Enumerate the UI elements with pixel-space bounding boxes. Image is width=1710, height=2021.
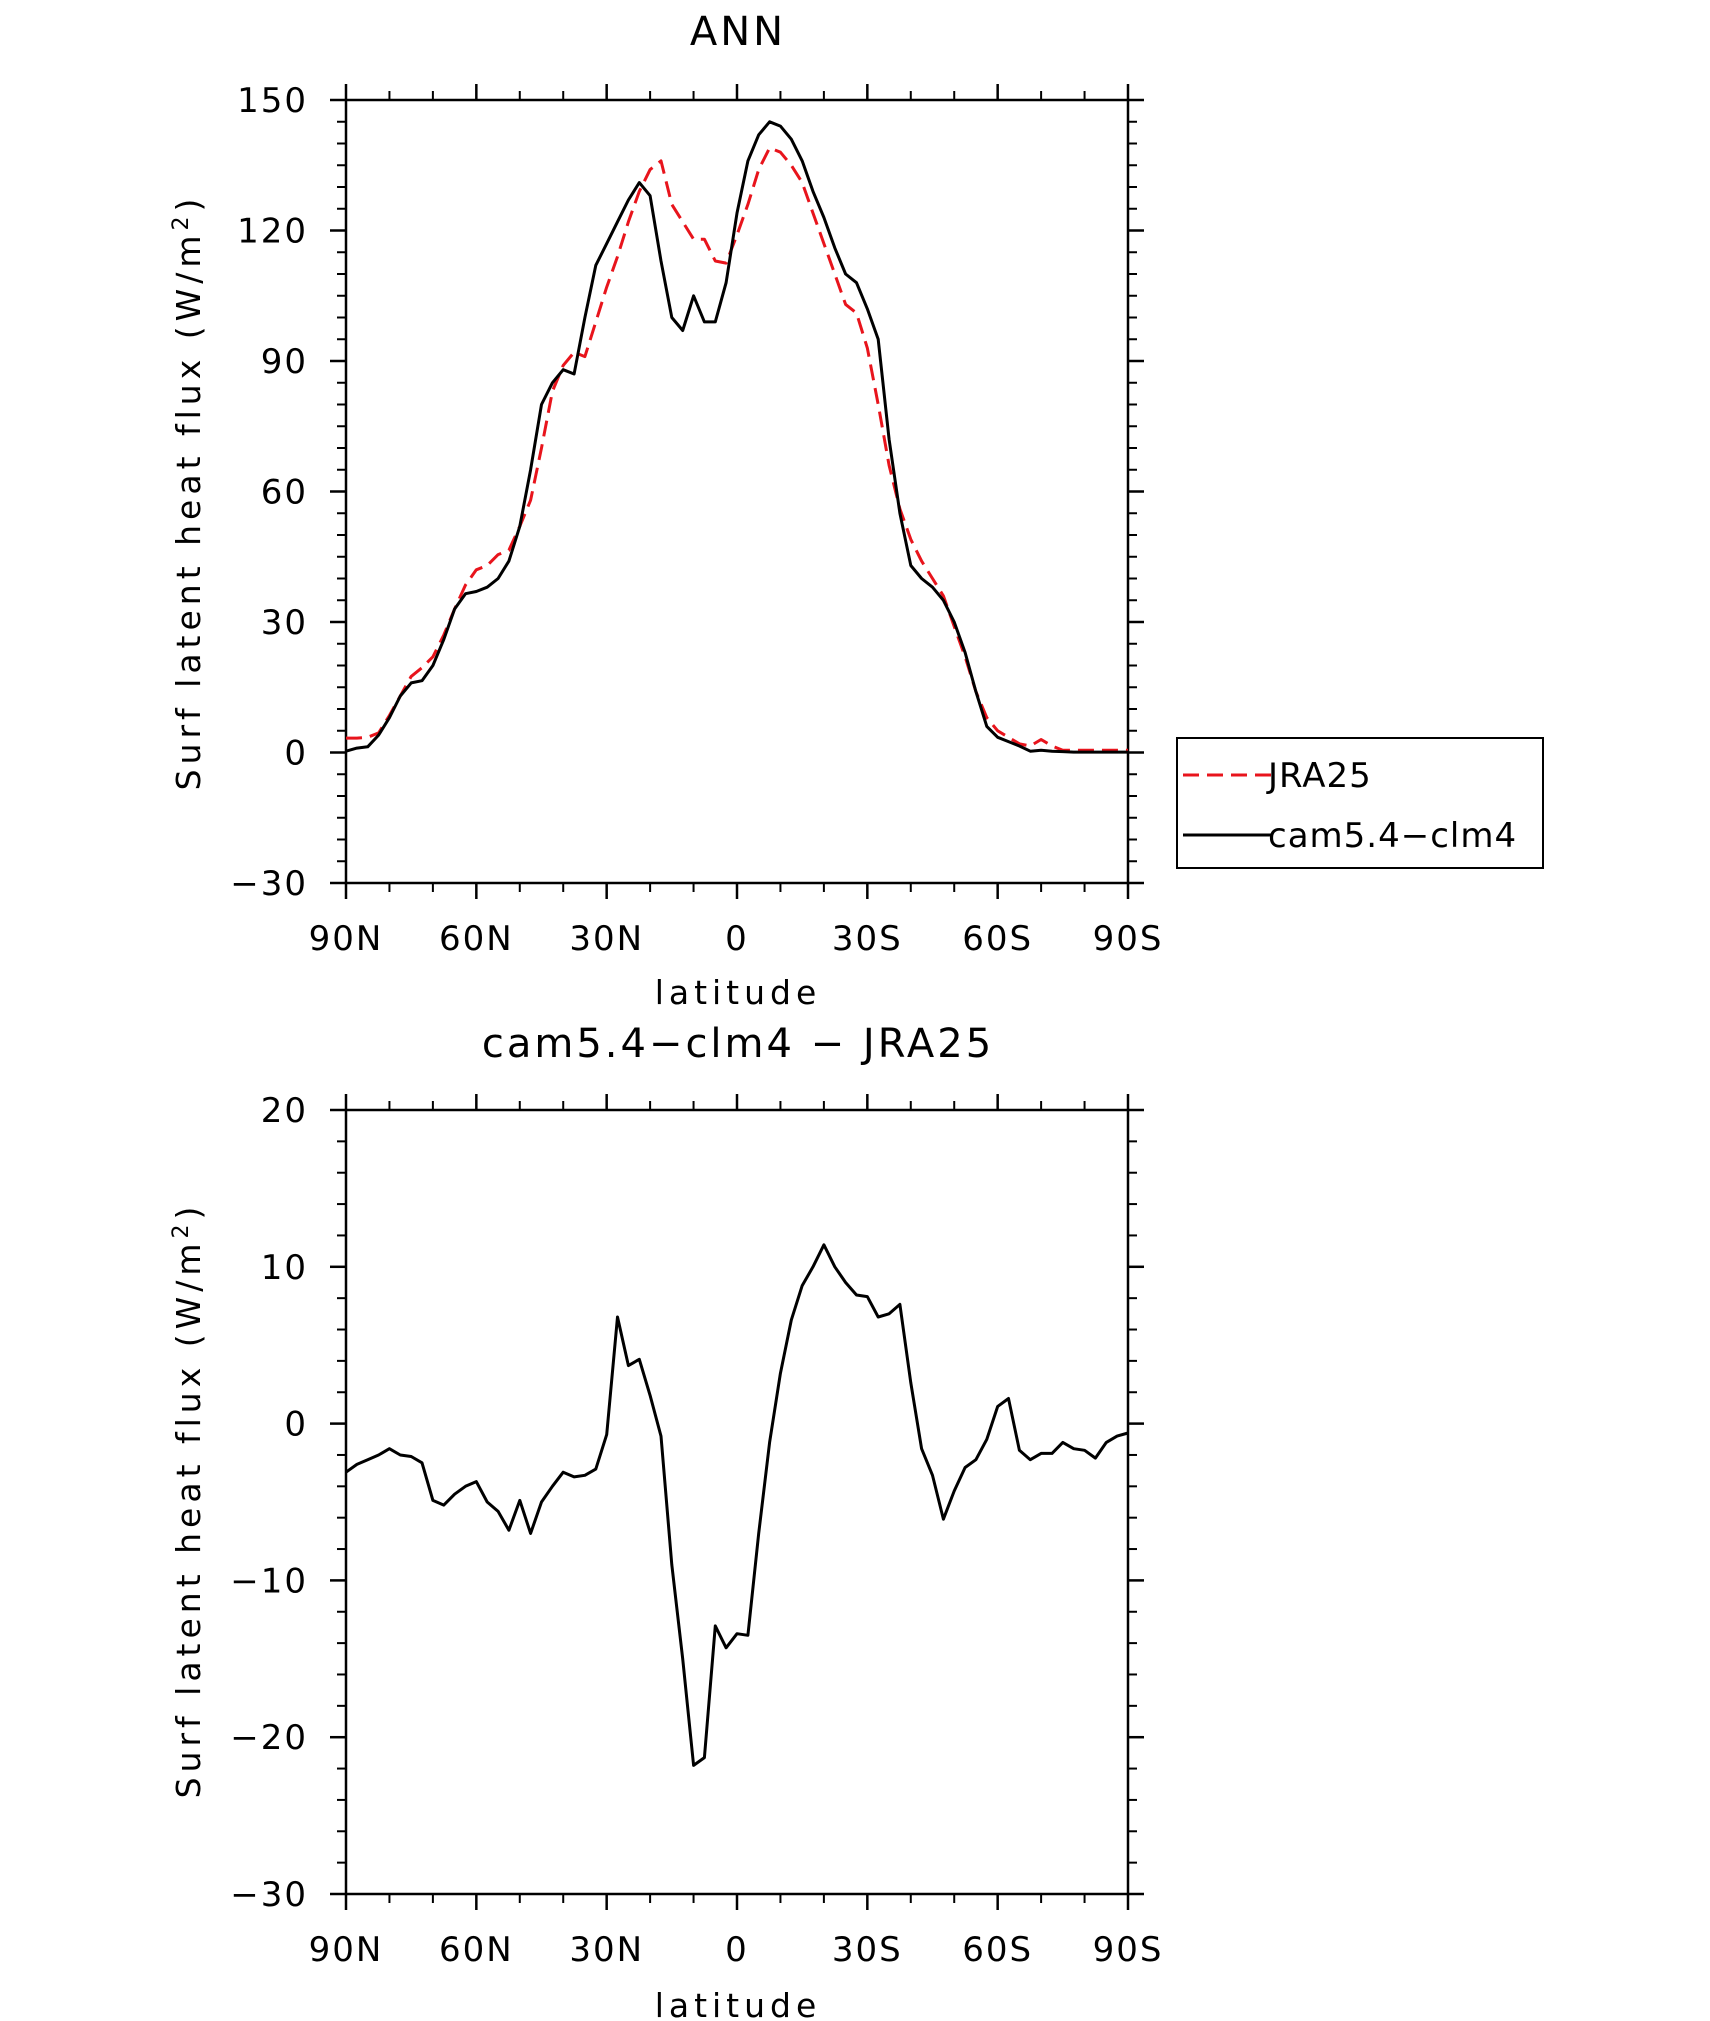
- top-y-axis-title-main: Surf latent heat flux (W/m: [169, 231, 208, 791]
- x-tick-label: 60S: [962, 1930, 1033, 1970]
- y-tick-label: 120: [237, 212, 308, 252]
- top-y-axis-title: Surf latent heat flux (W/m2): [169, 194, 208, 791]
- x-tick-label: 30S: [832, 919, 903, 959]
- top-y-tick-labels: −30 0 30 60 90 120 150: [230, 81, 308, 904]
- legend-label-cam54-clm4: cam5.4−clm4: [1268, 816, 1517, 856]
- bottom-y-axis-title-main: Surf latent heat flux (W/m: [169, 1239, 208, 1799]
- x-tick-label: 90N: [309, 1930, 384, 1970]
- top-x-axis-title: latitude: [655, 973, 822, 1012]
- x-tick-label: 30N: [569, 919, 644, 959]
- top-axis-ticks: [330, 84, 1144, 899]
- bottom-x-tick-labels: 90N 60N 30N 0 30S 60S 90S: [309, 1930, 1164, 1970]
- bottom-panel-title: cam5.4−clm4 − JRA25: [482, 1021, 994, 1067]
- y-tick-label: −20: [230, 1718, 308, 1758]
- legend-label-jra25: JRA25: [1266, 756, 1372, 796]
- y-tick-label: −30: [230, 1875, 308, 1915]
- difference-series-line: [345, 1243, 1129, 1767]
- y-tick-label: 0: [284, 1405, 308, 1445]
- top-x-tick-labels: 90N 60N 30N 0 30S 60S 90S: [309, 919, 1164, 959]
- x-tick-label: 0: [725, 1930, 749, 1970]
- legend: JRA25 cam5.4−clm4: [1176, 737, 1544, 869]
- legend-box: [1176, 737, 1544, 869]
- bottom-y-tick-labels: −30 −20 −10 0 10 20: [230, 1091, 308, 1915]
- bottom-y-axis-title-end: ): [169, 1202, 208, 1220]
- bottom-series-lines: [345, 1243, 1129, 1767]
- x-tick-label: 30N: [569, 1930, 644, 1970]
- top-panel: ANN −30 0 30 60 90 120 150 90N 60N 30N 0 30S 60S 90S…: [169, 9, 1164, 1012]
- y-tick-label: 30: [261, 603, 308, 643]
- y-tick-label: 90: [261, 342, 308, 382]
- x-tick-label: 90S: [1093, 919, 1164, 959]
- x-tick-label: 0: [725, 919, 749, 959]
- x-tick-label: 90S: [1093, 1930, 1164, 1970]
- y-tick-label: −30: [230, 864, 308, 904]
- bottom-plot-frame: [344, 1108, 1130, 1896]
- top-y-axis-title-sup: 2: [169, 212, 194, 231]
- top-y-axis-title-end: ): [169, 194, 208, 212]
- y-tick-label: 20: [261, 1091, 308, 1131]
- x-tick-label: 90N: [309, 919, 384, 959]
- bottom-x-axis-title: latitude: [655, 1986, 822, 2021]
- y-tick-label: −10: [230, 1561, 308, 1601]
- y-tick-label: 10: [261, 1248, 308, 1288]
- y-tick-label: 60: [261, 473, 308, 513]
- series-line-jra25: [346, 146, 1128, 752]
- bottom-axis-ticks: [330, 1094, 1144, 1910]
- x-tick-label: 60N: [439, 1930, 514, 1970]
- bottom-y-axis-title-sup: 2: [169, 1220, 194, 1239]
- top-series-lines: [345, 120, 1128, 754]
- y-tick-label: 150: [237, 81, 308, 121]
- bottom-y-axis-title: Surf latent heat flux (W/m2): [169, 1202, 208, 1799]
- series-line-cam5-4-clm4: [345, 120, 1128, 754]
- x-tick-label: 60S: [962, 919, 1033, 959]
- y-tick-label: 0: [284, 734, 308, 774]
- top-panel-title: ANN: [690, 9, 786, 55]
- x-tick-label: 60N: [439, 919, 514, 959]
- x-tick-label: 30S: [832, 1930, 903, 1970]
